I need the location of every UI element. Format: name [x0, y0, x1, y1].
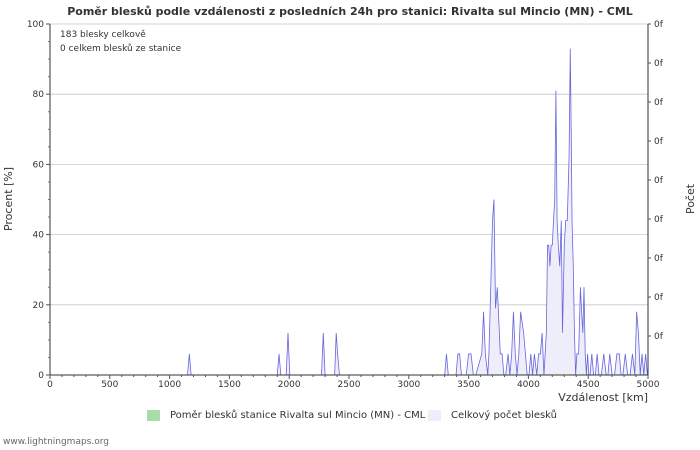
x-tick-label: 3000	[397, 380, 420, 390]
legend-swatch-total	[428, 410, 441, 421]
right-tick-label: 0f	[654, 98, 664, 108]
right-tick-label: 0f	[654, 20, 664, 30]
x-tick-label: 2500	[338, 380, 361, 390]
right-tick-label: 0f	[654, 332, 664, 342]
legend-label-total: Celkový počet blesků	[451, 410, 558, 421]
legend: Poměr blesků stanice Rivalta sul Mincio …	[0, 410, 700, 426]
y-tick-label: 80	[33, 90, 45, 100]
x-tick-label: 4500	[577, 380, 600, 390]
y-axis-label-right: Počet	[684, 183, 697, 214]
legend-item-ratio: Poměr blesků stanice Rivalta sul Mincio …	[147, 410, 425, 421]
y-tick-label: 100	[27, 20, 44, 30]
y-tick-label: 20	[33, 301, 45, 311]
x-tick-label: 5000	[637, 380, 660, 390]
y-axis-label-left: Procent [%]	[2, 167, 15, 231]
x-tick-label: 3500	[457, 380, 480, 390]
legend-label-ratio: Poměr blesků stanice Rivalta sul Mincio …	[170, 410, 426, 421]
legend-item-total: Celkový počet blesků	[428, 410, 557, 421]
legend-swatch-ratio	[147, 410, 160, 421]
right-tick-label: 0f	[654, 59, 664, 69]
x-tick-label: 2000	[278, 380, 301, 390]
y-tick-label: 60	[33, 160, 45, 170]
annotation-station: 0 celkem blesků ze stanice	[60, 43, 182, 54]
right-tick-label: 0f	[654, 215, 664, 225]
right-tick-label: 0f	[654, 137, 664, 147]
footer-credit[interactable]: www.lightningmaps.org	[3, 437, 109, 447]
x-tick-label: 500	[101, 380, 118, 390]
right-tick-label: 0f	[654, 254, 664, 264]
x-tick-label: 4000	[517, 380, 540, 390]
y-tick-label: 40	[33, 231, 45, 241]
y-tick-label: 0	[38, 371, 44, 381]
total-count-line	[50, 48, 648, 376]
chart-title: Poměr blesků podle vzdálenosti z posledn…	[67, 5, 633, 18]
right-tick-label: 0f	[654, 293, 664, 303]
x-tick-label: 1000	[158, 380, 181, 390]
annotation-total: 183 blesky celkově	[60, 30, 146, 40]
ticks: 0 20 40 60 80 100 0f 0f 0f 0f 0f 0f 0f 0f 0f 0 500 1000 15…	[27, 20, 664, 390]
x-axis-label: Vzdálenost [km]	[558, 391, 648, 404]
total-count-area	[50, 48, 648, 375]
x-tick-label: 1500	[218, 380, 241, 390]
right-tick-label: 0f	[654, 176, 664, 186]
x-tick-label: 0	[47, 380, 53, 390]
